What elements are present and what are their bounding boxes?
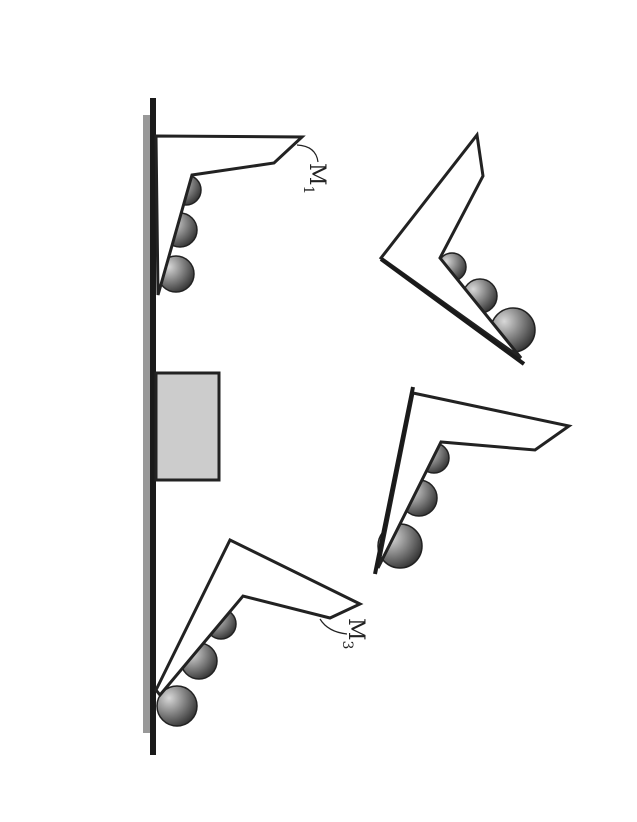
assembly-top-right [378,131,536,366]
leader-m3 [319,618,348,635]
frame-top-right [378,131,523,360]
assembly-bottom-right [373,386,573,575]
leader-m1 [296,144,319,163]
assembly-m3: M3 [154,537,368,727]
frame-base-bottom-right [373,386,415,575]
assembly-m1: M1 [154,134,329,296]
label-m1: M1 [300,163,329,194]
base-bar [143,115,152,733]
center-block [154,371,221,482]
label-m3: M3 [339,618,368,649]
frame-m1 [154,134,306,296]
frame-base-top-right [379,257,526,366]
frame-m3 [154,537,364,698]
ball [156,685,198,727]
